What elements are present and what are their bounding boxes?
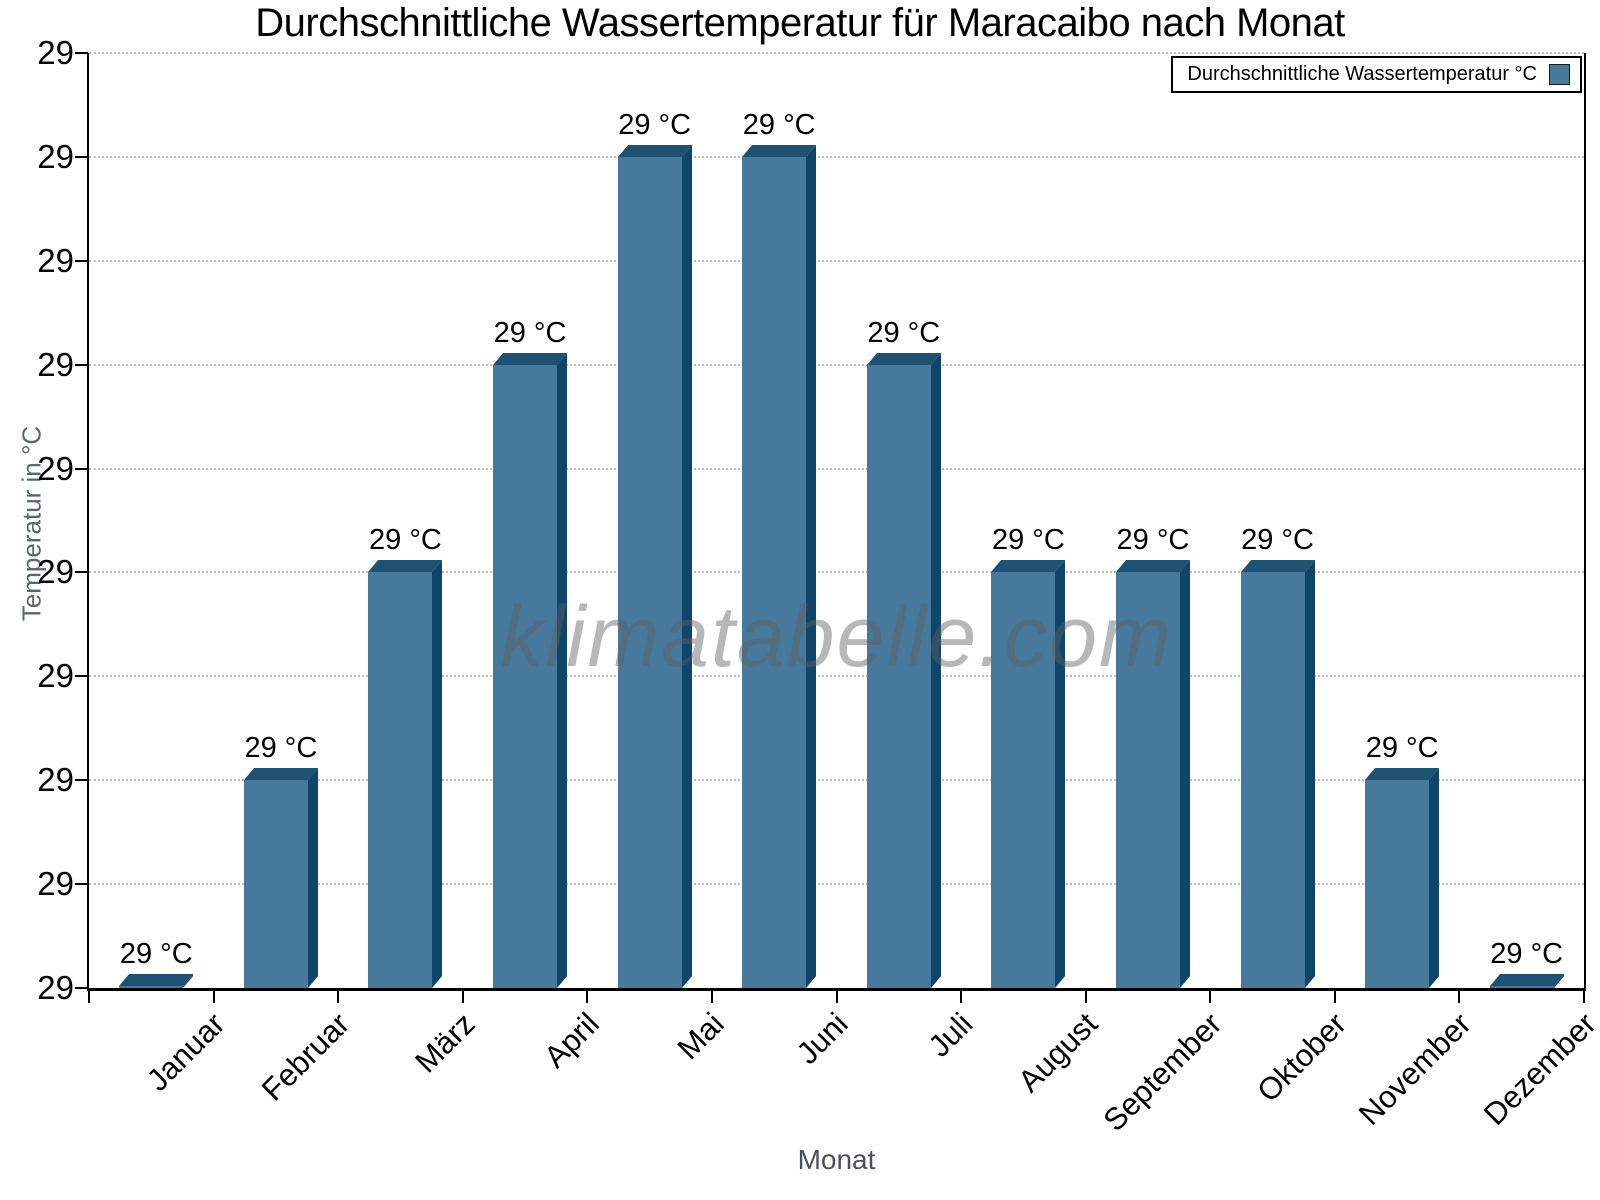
bar-value-label: 29 °C — [244, 732, 318, 765]
bar-value-label: 29 °C — [1241, 524, 1314, 557]
bar-märz[interactable] — [368, 572, 433, 988]
y-axis-tick — [75, 987, 88, 989]
x-axis-tick — [710, 988, 713, 1003]
y-tick-label: 29 — [37, 761, 74, 799]
x-tick-label-juni: Juni — [789, 1006, 855, 1071]
x-axis-tick — [461, 988, 464, 1003]
bar-value-label: 29 °C — [991, 524, 1065, 557]
bar-juli[interactable] — [866, 364, 931, 988]
x-axis-tick — [1583, 988, 1585, 1003]
bar-value-label: 29 °C — [493, 316, 567, 349]
bar-juni[interactable] — [742, 156, 807, 988]
x-tick-label-september: September — [1096, 1006, 1229, 1138]
bar-dezember[interactable] — [1489, 986, 1554, 988]
y-axis-tick — [75, 467, 88, 470]
gridline — [89, 675, 1584, 678]
bar-value-label: 29 °C — [742, 108, 816, 141]
y-tick-label: 29 — [37, 449, 74, 487]
x-tick-label-februar: Februar — [255, 1006, 357, 1108]
x-tick-label-dezember: Dezember — [1476, 1006, 1600, 1132]
x-axis-tick — [1458, 988, 1461, 1003]
legend-swatch-icon — [1549, 64, 1570, 85]
y-tick-label: 29 — [37, 34, 74, 71]
y-axis-tick — [75, 675, 88, 678]
bar-september[interactable] — [1115, 572, 1180, 988]
bar-value-label: 29 °C — [867, 316, 941, 349]
gridline — [89, 883, 1584, 886]
legend-label: Durchschnittliche Wassertemperatur °C — [1187, 63, 1537, 85]
gridline — [89, 155, 1584, 158]
y-axis-tick — [75, 363, 88, 366]
y-axis-tick — [75, 571, 88, 574]
gridline — [89, 571, 1584, 574]
x-tick-label-april: April — [537, 1006, 606, 1075]
bar-value-label: 29 °C — [618, 108, 692, 141]
bar-value-label: 29 °C — [369, 524, 442, 557]
y-tick-label: 29 — [37, 657, 74, 695]
x-axis-tick — [212, 988, 215, 1003]
bar-mai[interactable] — [617, 156, 682, 988]
y-tick-label: 29 — [37, 137, 74, 175]
bar-value-label: 29 °C — [1116, 524, 1190, 557]
y-axis-tick — [75, 259, 88, 262]
x-axis-tick — [88, 988, 90, 1003]
x-axis-tick — [1084, 988, 1087, 1003]
gridline — [89, 779, 1584, 782]
x-axis-title: Monat — [797, 1144, 876, 1175]
bar-value-label: 29 °C — [119, 938, 193, 970]
y-axis-tick — [75, 779, 88, 782]
y-axis-tick — [75, 52, 88, 54]
x-axis-tick — [586, 988, 589, 1003]
legend[interactable]: Durchschnittliche Wassertemperatur °C — [1171, 56, 1582, 93]
y-tick-label: 29 — [37, 345, 74, 383]
x-tick-label-august: August — [1011, 1006, 1105, 1099]
gridline — [89, 52, 1584, 54]
y-tick-label: 29 — [37, 553, 74, 591]
y-axis-tick — [75, 155, 88, 158]
watermark: klimatabelle.com — [500, 589, 1173, 685]
x-tick-label-juli: Juli — [921, 1006, 980, 1064]
x-tick-label-oktober: Oktober — [1250, 1006, 1354, 1109]
bar-februar[interactable] — [243, 780, 308, 988]
chart-title: Durchschnittliche Wassertemperatur für M… — [255, 1, 1345, 45]
y-tick-label: 29 — [37, 865, 74, 903]
x-axis-tick — [960, 988, 963, 1003]
bar-november[interactable] — [1365, 780, 1430, 988]
x-tick-label-märz: März — [407, 1006, 482, 1080]
x-tick-label-januar: Januar — [140, 1006, 233, 1098]
gridline — [89, 467, 1584, 470]
bar-april[interactable] — [493, 364, 558, 988]
y-tick-label: 29 — [37, 241, 74, 279]
x-tick-label-mai: Mai — [670, 1006, 731, 1067]
gridline — [89, 259, 1584, 262]
bar-value-label: 29 °C — [1490, 938, 1564, 970]
x-axis-tick — [1333, 988, 1336, 1003]
plot-area: klimatabelle.com 29 °C 29 °C 29 °C 29 °C 29 … — [75, 52, 1586, 1003]
gridline — [89, 363, 1584, 366]
bar-oktober[interactable] — [1240, 572, 1305, 988]
bar-value-label: 29 °C — [1365, 732, 1439, 765]
bar-august[interactable] — [991, 572, 1056, 988]
bar-januar[interactable] — [119, 986, 184, 988]
x-axis-tick — [337, 988, 340, 1003]
x-axis-tick — [1209, 988, 1212, 1003]
x-axis-tick — [835, 988, 838, 1003]
y-tick-label: 29 — [37, 969, 74, 1006]
y-axis-tick — [75, 883, 88, 886]
x-tick-label-november: November — [1352, 1006, 1478, 1132]
